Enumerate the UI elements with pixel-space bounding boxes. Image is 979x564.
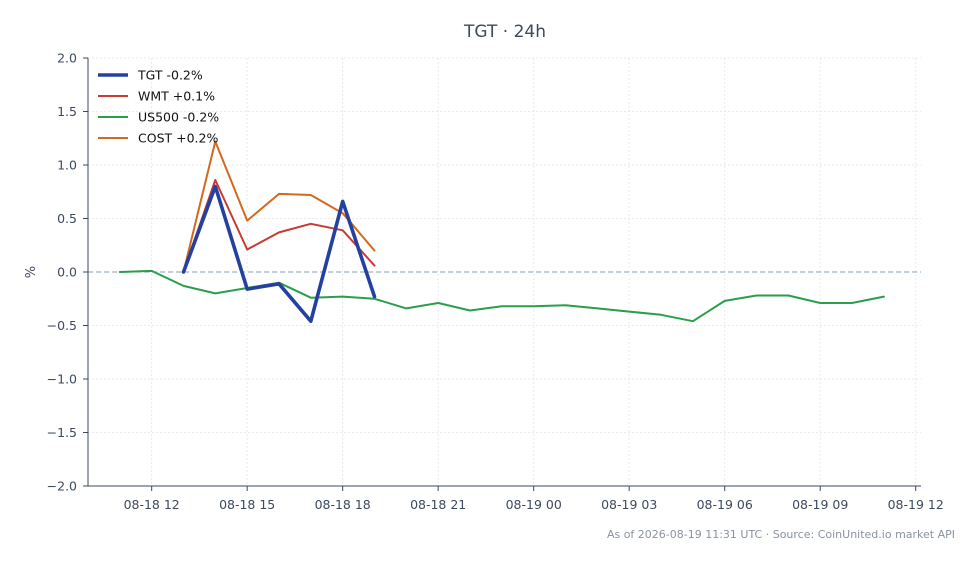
y-tick-label: 2.0 [57,51,77,66]
x-tick-label: 08-18 18 [315,497,371,512]
legend: TGT -0.2% WMT +0.1% US500 -0.2% COST +0.2% [98,68,219,146]
y-tick-label: 1.0 [57,158,77,173]
x-tick-label: 08-18 15 [219,497,275,512]
y-tick-label: −2.0 [47,479,77,494]
x-tick-label: 08-18 21 [410,497,466,512]
series-line-wmt [182,179,376,273]
series-lines [118,140,885,324]
footer-source: As of 2026-08-19 11:31 UTC · Source: Coi… [607,528,955,541]
x-tick-label: 08-19 12 [888,497,944,512]
y-tick-label: −0.5 [47,318,77,333]
axes: 2.0 1.5 1.0 0.5 0.0 −0.5 −1.0 −1.5 −2.0 08-18 12 0… [47,51,944,513]
series-line-us500 [118,269,885,323]
y-tick-label: 0.0 [57,265,77,280]
legend-label-us500: US500 -0.2% [138,110,219,125]
y-tick-label: −1.5 [47,425,77,440]
y-axis-label: % [24,266,39,278]
x-tick-label: 08-19 06 [697,497,753,512]
chart-title: TGT · 24h [463,22,546,42]
x-tick-label: 08-18 12 [124,497,180,512]
x-tick-label: 08-19 00 [506,497,562,512]
series-line-cost [182,140,376,273]
x-tick-label: 08-19 09 [792,497,848,512]
y-tick-label: −1.0 [47,372,77,387]
y-tick-label: 0.5 [57,211,77,226]
legend-label-cost: COST +0.2% [138,131,218,146]
series-line-tgt [181,184,377,324]
legend-label-wmt: WMT +0.1% [138,89,215,104]
grid [88,57,921,487]
x-tick-label: 08-19 03 [601,497,657,512]
y-tick-label: 1.5 [57,104,77,119]
legend-label-tgt: TGT -0.2% [137,68,203,83]
